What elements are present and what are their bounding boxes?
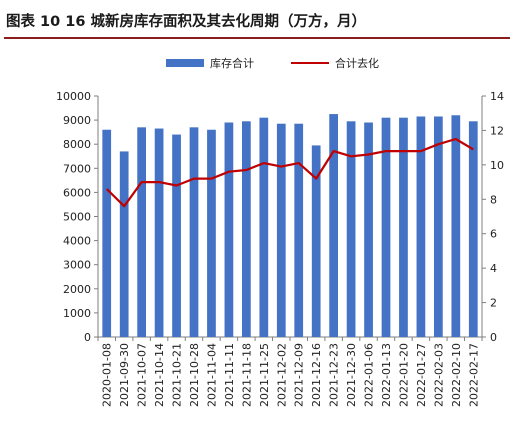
x-tick-label: 2021-11-18 bbox=[240, 343, 253, 407]
y-left-tick-label: 1000 bbox=[63, 307, 91, 320]
bar bbox=[468, 121, 478, 338]
x-tick-label: 2021-11-11 bbox=[223, 343, 236, 407]
y-left-tick-label: 2000 bbox=[63, 283, 91, 296]
bar bbox=[451, 115, 461, 337]
legend-swatch-inventory bbox=[166, 59, 204, 67]
bar bbox=[381, 117, 391, 337]
y-left-tick-label: 6000 bbox=[63, 186, 91, 199]
y-left-tick-label: 3000 bbox=[63, 259, 91, 272]
y-right-tick-label: 10 bbox=[490, 159, 504, 172]
x-tick-label: 2022-02-03 bbox=[432, 343, 445, 407]
x-tick-label: 2021-10-21 bbox=[171, 343, 184, 407]
bar bbox=[154, 128, 164, 337]
y-left-tick-label: 9000 bbox=[63, 114, 91, 127]
y-right-tick-label: 2 bbox=[490, 297, 497, 310]
bar bbox=[276, 123, 286, 337]
x-tick-label: 2021-12-30 bbox=[345, 343, 358, 407]
y-right-tick-label: 14 bbox=[490, 90, 504, 103]
title-underline bbox=[4, 37, 510, 39]
x-tick-label: 2022-02-10 bbox=[450, 343, 463, 407]
x-tick-label: 2021-10-28 bbox=[188, 343, 201, 407]
x-tick-label: 2021-11-25 bbox=[258, 343, 271, 407]
y-left-tick-label: 7000 bbox=[63, 162, 91, 175]
chart-title: 图表 10 16 城新房库存面积及其去化周期（万方，月） bbox=[6, 14, 366, 30]
y-left-tick-label: 4000 bbox=[63, 235, 91, 248]
x-tick-label: 2022-01-13 bbox=[380, 343, 393, 407]
x-tick-label: 2021-12-09 bbox=[293, 343, 306, 407]
bar bbox=[189, 127, 199, 337]
bar bbox=[172, 134, 181, 337]
y-right-tick-label: 8 bbox=[490, 193, 497, 206]
x-tick-label: 2021-12-23 bbox=[328, 343, 341, 407]
x-tick-label: 2021-09-30 bbox=[118, 343, 131, 407]
y-right-tick-label: 0 bbox=[490, 331, 497, 344]
bar bbox=[399, 117, 408, 337]
y-left-tick-label: 8000 bbox=[63, 138, 91, 151]
x-tick-label: 2021-10-14 bbox=[153, 343, 166, 407]
bar bbox=[346, 121, 356, 338]
y-left-tick-label: 5000 bbox=[63, 211, 91, 224]
x-tick-label: 2021-12-02 bbox=[275, 343, 288, 407]
legend: 库存合计 合计去化 bbox=[166, 56, 379, 70]
bar bbox=[119, 151, 129, 337]
bar bbox=[224, 122, 234, 337]
y-left-tick-label: 10000 bbox=[56, 90, 91, 103]
bar bbox=[137, 127, 146, 337]
x-tick-label: 2020-01-08 bbox=[101, 343, 114, 407]
x-tick-label: 2022-01-20 bbox=[397, 343, 410, 407]
legend-label-destocking: 合计去化 bbox=[335, 56, 379, 70]
x-tick-label: 2022-02-17 bbox=[467, 343, 480, 407]
bar bbox=[329, 114, 338, 337]
destocking-line bbox=[105, 137, 474, 208]
bar bbox=[311, 145, 321, 337]
x-tick-label: 2021-10-07 bbox=[136, 343, 149, 407]
bar bbox=[364, 122, 373, 337]
legend-label-inventory: 库存合计 bbox=[210, 56, 254, 70]
y-right-tick-label: 4 bbox=[490, 262, 497, 275]
bar bbox=[259, 117, 269, 337]
bar bbox=[207, 129, 216, 337]
x-tick-label: 2022-01-27 bbox=[415, 343, 428, 407]
y-left-tick-label: 0 bbox=[84, 331, 91, 344]
x-tick-label: 2021-12-16 bbox=[310, 343, 323, 407]
bar bbox=[294, 123, 304, 337]
x-tick-label: 2022-01-06 bbox=[363, 343, 376, 407]
bar bbox=[102, 129, 112, 337]
y-right-tick-label: 12 bbox=[490, 124, 504, 137]
bar bbox=[434, 116, 443, 337]
x-tick-label: 2021-11-04 bbox=[205, 343, 218, 407]
bar bbox=[242, 121, 251, 338]
bar bbox=[416, 116, 426, 337]
y-right-tick-label: 6 bbox=[490, 228, 497, 241]
